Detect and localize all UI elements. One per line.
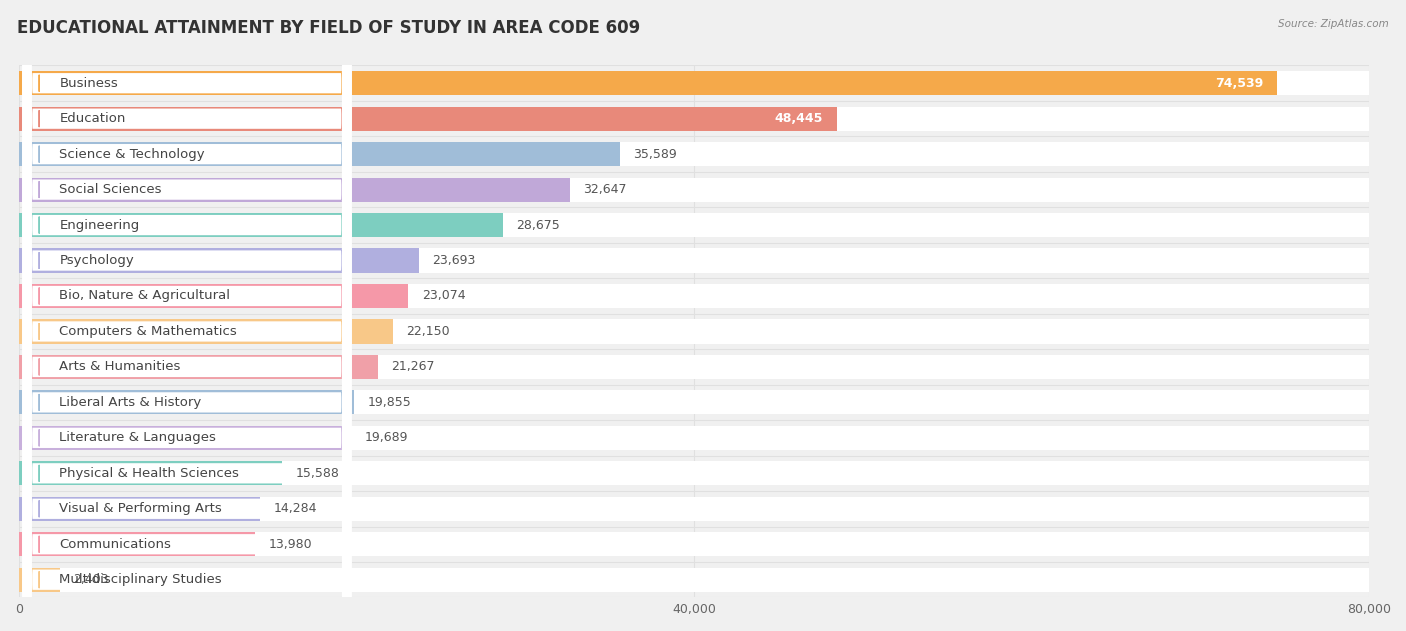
Text: Business: Business xyxy=(59,77,118,90)
Bar xyxy=(20,461,1369,485)
Text: 15,588: 15,588 xyxy=(295,467,339,480)
FancyBboxPatch shape xyxy=(22,0,351,631)
Bar xyxy=(20,319,1369,343)
Bar xyxy=(20,71,1277,95)
FancyBboxPatch shape xyxy=(22,0,351,631)
Text: Engineering: Engineering xyxy=(59,218,139,232)
Bar xyxy=(20,497,260,521)
Bar xyxy=(20,391,1369,415)
Text: Source: ZipAtlas.com: Source: ZipAtlas.com xyxy=(1278,19,1389,29)
Bar xyxy=(20,284,1369,308)
Bar xyxy=(20,142,1369,166)
FancyBboxPatch shape xyxy=(22,0,351,631)
FancyBboxPatch shape xyxy=(22,0,351,631)
Text: Social Sciences: Social Sciences xyxy=(59,183,162,196)
Bar xyxy=(20,355,1369,379)
Bar xyxy=(20,213,503,237)
Text: Bio, Nature & Agricultural: Bio, Nature & Agricultural xyxy=(59,290,231,302)
FancyBboxPatch shape xyxy=(22,0,351,631)
Text: 21,267: 21,267 xyxy=(391,360,434,374)
Text: 32,647: 32,647 xyxy=(583,183,627,196)
Text: Multidisciplinary Studies: Multidisciplinary Studies xyxy=(59,573,222,586)
Bar xyxy=(20,568,59,592)
Bar xyxy=(20,107,1369,131)
FancyBboxPatch shape xyxy=(22,0,351,631)
Text: 14,284: 14,284 xyxy=(274,502,316,516)
FancyBboxPatch shape xyxy=(22,0,351,631)
Bar xyxy=(20,319,392,343)
Text: 35,589: 35,589 xyxy=(633,148,676,161)
Text: 23,693: 23,693 xyxy=(432,254,475,267)
Bar xyxy=(20,461,283,485)
Text: Arts & Humanities: Arts & Humanities xyxy=(59,360,181,374)
Text: 19,689: 19,689 xyxy=(364,432,408,444)
FancyBboxPatch shape xyxy=(22,0,351,631)
Bar xyxy=(20,213,1369,237)
FancyBboxPatch shape xyxy=(22,0,351,631)
Bar xyxy=(20,107,837,131)
Bar xyxy=(20,426,352,450)
FancyBboxPatch shape xyxy=(22,0,351,631)
Text: Literature & Languages: Literature & Languages xyxy=(59,432,217,444)
Text: 2,403: 2,403 xyxy=(73,573,108,586)
Bar xyxy=(20,284,408,308)
FancyBboxPatch shape xyxy=(22,0,351,631)
Text: Physical & Health Sciences: Physical & Health Sciences xyxy=(59,467,239,480)
Text: 19,855: 19,855 xyxy=(367,396,412,409)
Text: Computers & Mathematics: Computers & Mathematics xyxy=(59,325,238,338)
Bar xyxy=(20,497,1369,521)
Bar xyxy=(20,426,1369,450)
Bar xyxy=(20,142,620,166)
Text: Visual & Performing Arts: Visual & Performing Arts xyxy=(59,502,222,516)
FancyBboxPatch shape xyxy=(22,0,351,631)
Bar xyxy=(20,177,1369,202)
Bar xyxy=(20,532,254,557)
Bar xyxy=(20,568,1369,592)
Text: Liberal Arts & History: Liberal Arts & History xyxy=(59,396,201,409)
Text: 74,539: 74,539 xyxy=(1215,77,1264,90)
Text: Education: Education xyxy=(59,112,127,125)
Text: 22,150: 22,150 xyxy=(406,325,450,338)
Bar xyxy=(20,249,1369,273)
FancyBboxPatch shape xyxy=(22,0,351,631)
Bar xyxy=(20,177,569,202)
Bar xyxy=(20,249,419,273)
Text: Communications: Communications xyxy=(59,538,172,551)
Bar xyxy=(20,391,354,415)
Bar xyxy=(20,532,1369,557)
Text: EDUCATIONAL ATTAINMENT BY FIELD OF STUDY IN AREA CODE 609: EDUCATIONAL ATTAINMENT BY FIELD OF STUDY… xyxy=(17,19,640,37)
FancyBboxPatch shape xyxy=(22,0,351,631)
Bar xyxy=(20,71,1369,95)
Text: 13,980: 13,980 xyxy=(269,538,312,551)
FancyBboxPatch shape xyxy=(22,0,351,631)
Text: 28,675: 28,675 xyxy=(516,218,560,232)
Text: Psychology: Psychology xyxy=(59,254,134,267)
Text: 48,445: 48,445 xyxy=(775,112,823,125)
Bar xyxy=(20,355,378,379)
Text: Science & Technology: Science & Technology xyxy=(59,148,205,161)
Text: 23,074: 23,074 xyxy=(422,290,465,302)
